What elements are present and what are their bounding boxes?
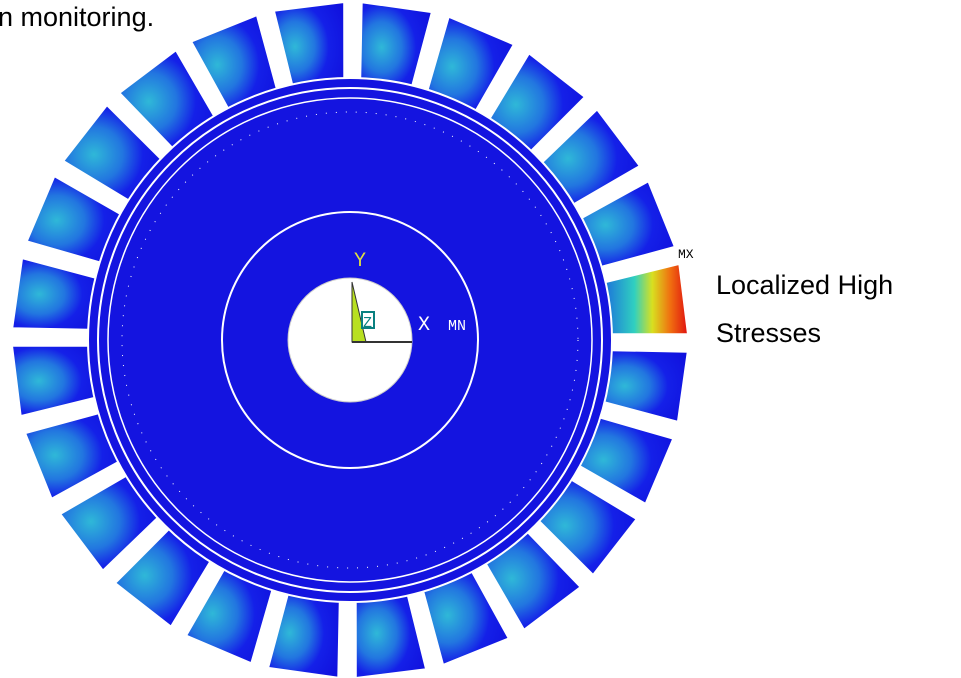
annotation-line: Localized High	[716, 270, 893, 300]
bore	[288, 278, 412, 402]
max-marker: MX	[678, 247, 694, 262]
caption-fragment: n monitoring.	[0, 2, 154, 32]
triad-y-label: Y	[354, 250, 366, 273]
triad-x-label: X	[418, 314, 430, 337]
annotation-line: Stresses	[716, 318, 821, 348]
page: n monitoring. Y Z X MN MX Localized High…	[0, 0, 961, 678]
min-marker: MN	[448, 318, 466, 335]
triad-z-label: Z	[363, 315, 372, 332]
